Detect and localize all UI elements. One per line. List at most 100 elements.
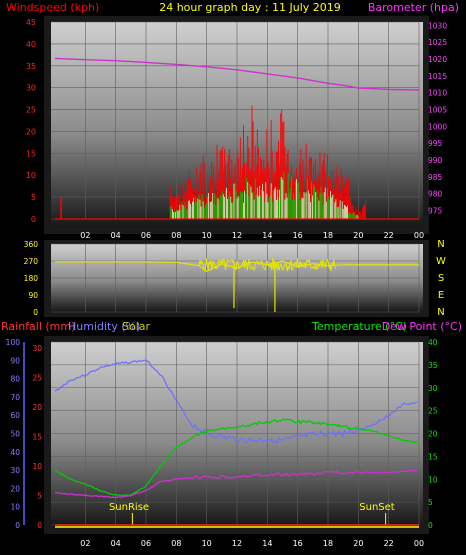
direction-jitter — [229, 260, 232, 263]
rain-tick-label: 20 — [32, 403, 42, 412]
humidity-tick-label: 20 — [10, 484, 20, 493]
windspeed-axis-label: Windspeed (kph) — [6, 1, 99, 14]
humidity-x-tick-label: 06 — [141, 539, 151, 548]
barometer-tick-label: 990 — [428, 156, 443, 165]
wind-tick-label: 25 — [26, 106, 36, 115]
temperature-tick-label: 0 — [428, 521, 433, 530]
direction-jitter — [309, 263, 312, 268]
direction-jitter — [246, 263, 249, 271]
humidity-x-tick-label: 14 — [262, 539, 272, 548]
direction-jitter — [252, 266, 255, 271]
direction-jitter — [293, 264, 296, 267]
direction-jitter — [315, 264, 317, 270]
direction-jitter — [261, 260, 264, 267]
direction-jitter — [326, 259, 329, 263]
humidity-x-tick-label: 12 — [232, 539, 242, 548]
humidity-x-tick-label: 00 — [414, 539, 424, 548]
temperature-tick-label: 10 — [428, 475, 438, 484]
direction-jitter — [321, 259, 324, 268]
sunset-label: SunSet — [359, 502, 395, 513]
barometer-line — [54, 57, 420, 91]
direction-jitter — [330, 262, 333, 271]
humidity-x-tick-label: 10 — [202, 539, 212, 548]
temperature-tick-label: 15 — [428, 452, 438, 461]
wind-x-tick-label: 18 — [323, 231, 333, 240]
direction-jitter — [211, 263, 214, 271]
rainfall-axis-label: Rainfall (mm) — [1, 320, 75, 333]
direction-jitter — [312, 266, 315, 269]
wind-x-tick-label: 08 — [171, 231, 181, 240]
direction-jitter — [263, 267, 266, 271]
wind-tick-label: 5 — [31, 193, 36, 202]
temperature-line — [54, 418, 418, 497]
direction-jitter — [250, 266, 253, 270]
humidity-tick-label: 50 — [10, 430, 20, 439]
direction-jitter — [233, 260, 236, 266]
barometer-tick-label: 1000 — [428, 122, 447, 131]
humidity-tick-label: 100 — [6, 338, 21, 347]
direction-jitter — [254, 262, 256, 270]
direction-jitter — [324, 265, 327, 268]
chart-title: 24 hour graph day : 11 July 2019 — [159, 1, 341, 14]
wind-tick-label: 20 — [26, 127, 36, 136]
humidity-x-tick-label: 04 — [111, 539, 121, 548]
barometer-tick-label: 995 — [428, 139, 443, 148]
direction-jitter — [223, 258, 226, 262]
direction-jitter — [248, 258, 251, 268]
humidity-line — [54, 359, 418, 444]
compass-label: W — [436, 256, 446, 267]
direction-jitter — [308, 259, 311, 264]
direction-jitter — [236, 260, 239, 265]
direction-jitter — [235, 260, 238, 270]
wind-x-tick-label: 02 — [80, 231, 90, 240]
direction-jitter — [201, 260, 204, 265]
direction-jitter — [292, 265, 295, 269]
direction-jitter — [240, 265, 243, 268]
humidity-x-tick-label: 20 — [353, 539, 363, 548]
direction-jitter — [291, 267, 294, 271]
barometer-tick-label: 1030 — [428, 21, 447, 30]
temperature-tick-label: 40 — [428, 338, 438, 347]
direction-jitter — [205, 258, 208, 266]
compass-label: N — [437, 307, 444, 318]
wind-tick-label: 0 — [31, 215, 36, 224]
direction-jitter — [296, 258, 299, 269]
direction-jitter — [213, 260, 216, 266]
wind-x-tick-label: 04 — [111, 231, 121, 240]
barometer-tick-label: 1010 — [428, 89, 447, 98]
humidity-x-tick-label: 02 — [80, 539, 90, 548]
temperature-tick-label: 35 — [428, 361, 438, 370]
direction-jitter — [234, 265, 236, 270]
humidity-tick-label: 80 — [10, 375, 20, 384]
direction-jitter — [202, 263, 205, 267]
wind-x-tick-label: 10 — [202, 231, 212, 240]
humidity-tick-label: 60 — [10, 411, 20, 420]
barometer-tick-label: 985 — [428, 173, 443, 182]
rain-tick-label: 15 — [32, 432, 42, 441]
rain-tick-label: 25 — [32, 373, 42, 382]
wind-x-tick-label: 20 — [353, 231, 363, 240]
humidity-tick-label: 0 — [15, 521, 20, 530]
direction-jitter — [266, 260, 269, 267]
sunrise-label: SunRise — [109, 502, 149, 513]
wind-x-tick-label: 16 — [293, 231, 303, 240]
humidity-tick-label: 10 — [10, 503, 20, 512]
direction-jitter — [256, 260, 259, 263]
wind-tick-label: 15 — [26, 149, 36, 158]
barometer-tick-label: 1020 — [428, 55, 447, 64]
direction-tick-label: 360 — [24, 240, 39, 249]
compass-label: S — [438, 273, 444, 284]
humidity-x-tick-label: 18 — [323, 539, 333, 548]
barometer-tick-label: 1015 — [428, 72, 447, 81]
direction-jitter — [323, 261, 326, 268]
barometer-axis-label: Barometer (hpa) — [368, 1, 459, 14]
barometer-tick-label: 975 — [428, 207, 443, 216]
direction-jitter — [288, 264, 291, 270]
temperature-tick-label: 5 — [428, 498, 433, 507]
direction-jitter — [228, 260, 231, 263]
wind-tick-label: 45 — [26, 18, 36, 27]
humidity-tick-label: 30 — [10, 466, 20, 475]
wind-x-tick-label: 06 — [141, 231, 151, 240]
dewpoint-axis-label: Dew Point (°C) — [382, 320, 462, 333]
humidity-axis-label: Humidity (%) — [68, 320, 140, 333]
